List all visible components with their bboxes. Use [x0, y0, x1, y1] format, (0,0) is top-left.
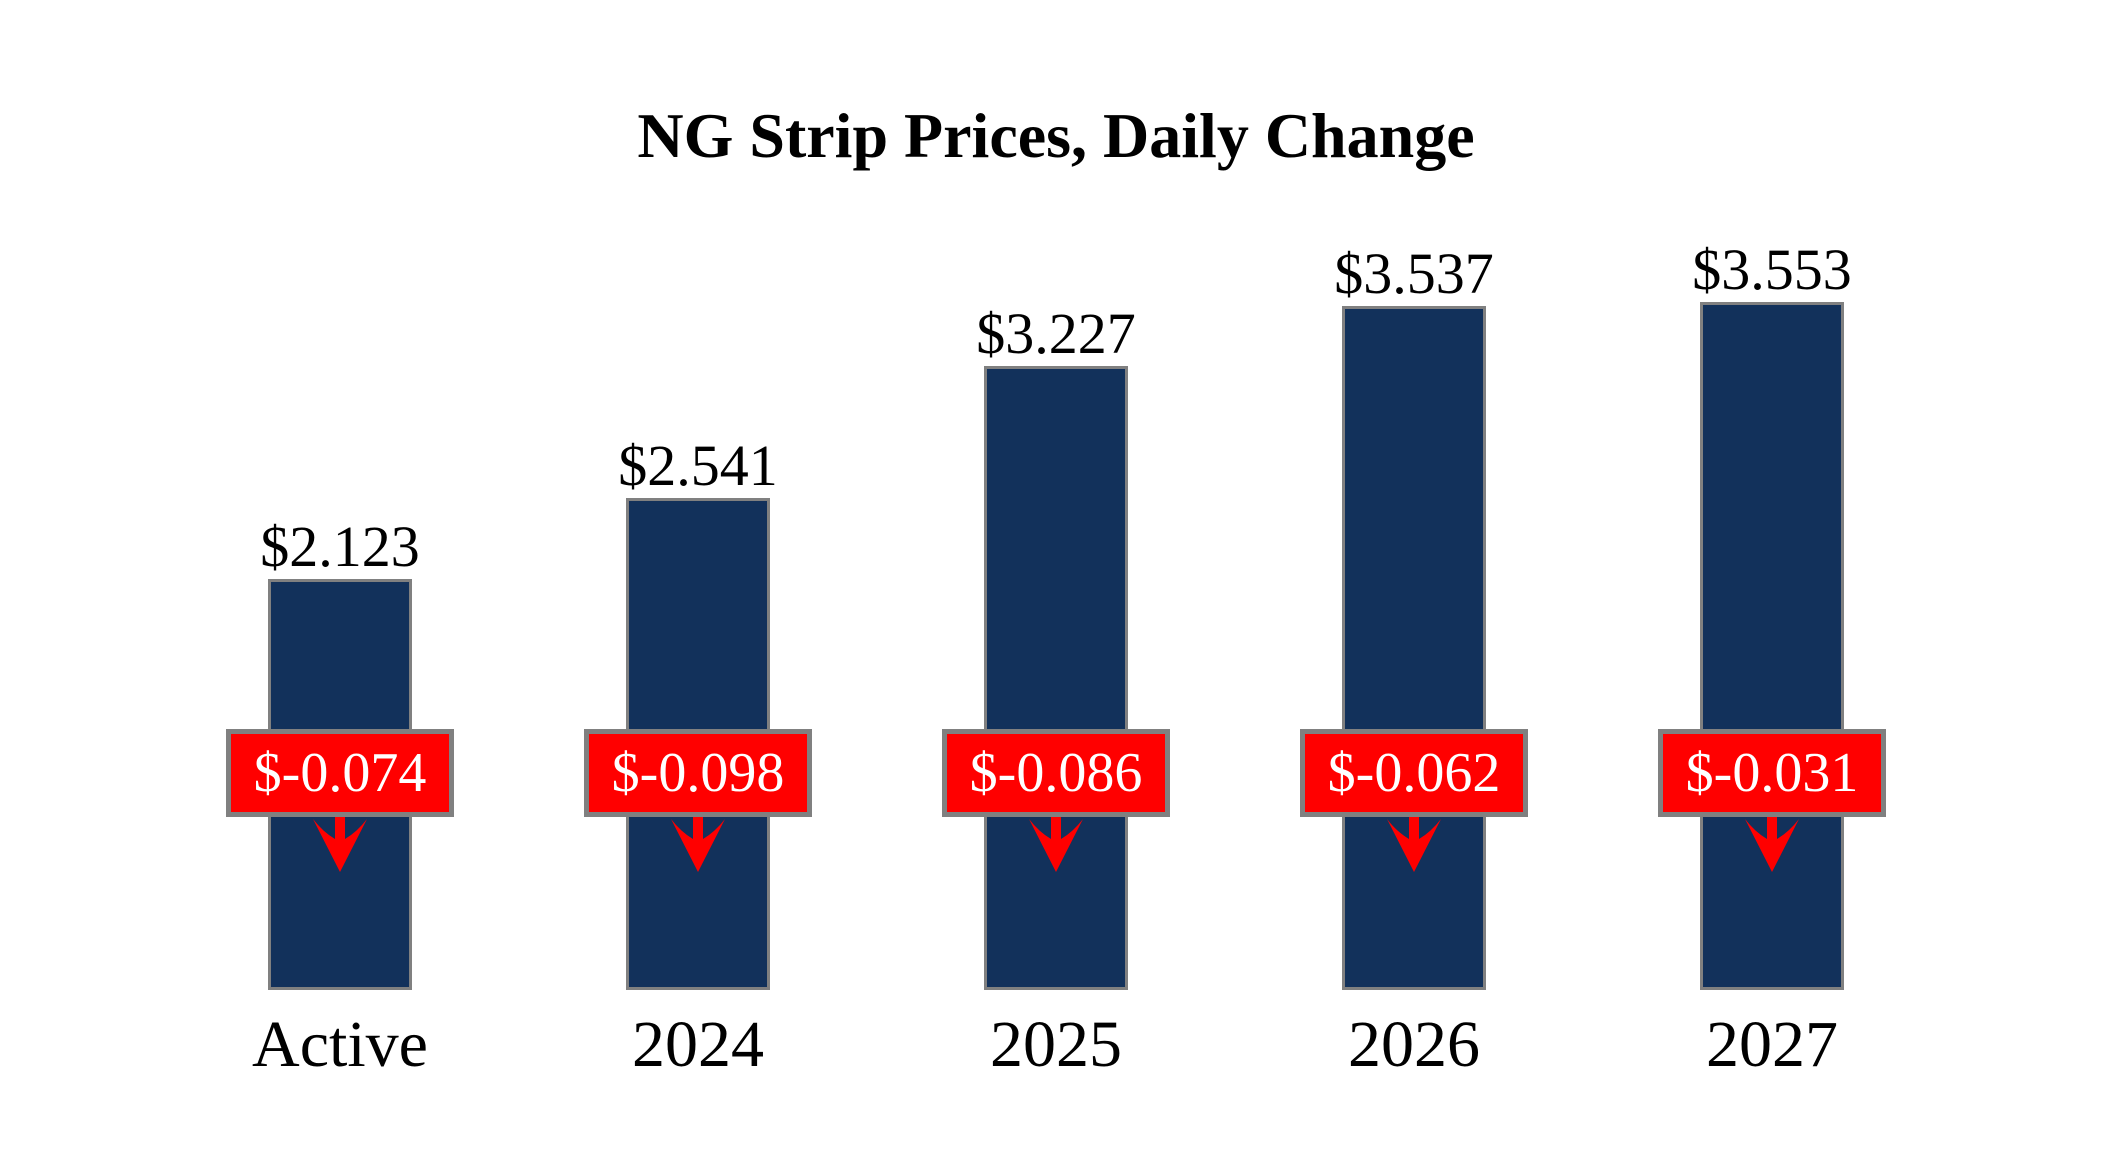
- down-arrow-icon: [671, 812, 725, 872]
- daily-change-value: $-0.062: [1327, 742, 1501, 804]
- daily-change-badge: $-0.031: [1658, 729, 1886, 817]
- daily-change-badge: $-0.062: [1300, 729, 1528, 817]
- daily-change-value: $-0.086: [969, 742, 1143, 804]
- category-label: Active: [252, 1008, 428, 1081]
- bar-value-label: $2.541: [618, 433, 778, 498]
- bar: [1342, 306, 1486, 990]
- bar-value-label: $2.123: [260, 514, 420, 579]
- bar: [1700, 302, 1844, 990]
- category-label: 2026: [1348, 1008, 1480, 1081]
- daily-change-badge: $-0.098: [584, 729, 812, 817]
- category-label: 2024: [632, 1008, 764, 1081]
- down-arrow-icon: [313, 812, 367, 872]
- daily-change-badge: $-0.074: [226, 729, 454, 817]
- category-label: 2025: [990, 1008, 1122, 1081]
- daily-change-value: $-0.031: [1685, 742, 1859, 804]
- down-arrow-icon: [1745, 812, 1799, 872]
- chart-title: NG Strip Prices, Daily Change: [637, 100, 1475, 171]
- down-arrow-icon: [1387, 812, 1441, 872]
- daily-change-value: $-0.098: [611, 742, 785, 804]
- bar-value-label: $3.537: [1334, 241, 1494, 306]
- daily-change-value: $-0.074: [253, 742, 427, 804]
- daily-change-badge: $-0.086: [942, 729, 1170, 817]
- down-arrow-icon: [1029, 812, 1083, 872]
- bar-value-label: $3.227: [976, 301, 1136, 366]
- bar: [984, 366, 1128, 990]
- bar-value-label: $3.553: [1692, 237, 1852, 302]
- category-label: 2027: [1706, 1008, 1838, 1081]
